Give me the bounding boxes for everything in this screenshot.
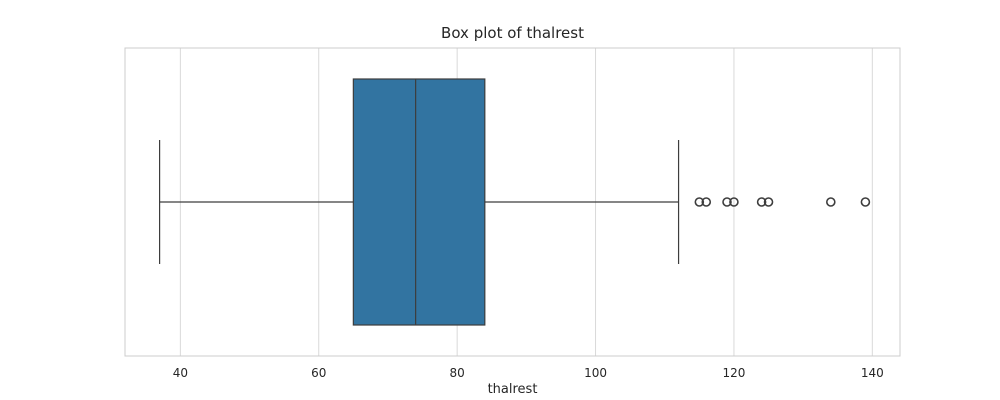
box-elements <box>158 78 871 326</box>
outlier-point <box>826 197 836 207</box>
interquartile-box <box>352 78 486 326</box>
outlier-point <box>860 197 871 207</box>
x-tick-label: 140 <box>861 366 884 380</box>
x-tick-labels: 40 60 80 100 120 140 <box>173 366 884 380</box>
outlier-point <box>729 197 739 207</box>
x-tick-label: 80 <box>450 366 465 380</box>
x-tick-label: 100 <box>584 366 607 380</box>
outlier-point <box>722 197 732 207</box>
chart-title: Box plot of thalrest <box>441 24 584 42</box>
outlier-point <box>701 197 712 207</box>
x-tick-label: 40 <box>173 366 188 380</box>
x-axis-label: thalrest <box>487 382 538 397</box>
outlier-point <box>763 197 774 207</box>
plot-area-frame <box>124 47 901 357</box>
x-tick-label: 60 <box>311 366 326 380</box>
x-tick-label: 120 <box>722 366 745 380</box>
outlier-point <box>756 197 767 207</box>
outlier-point <box>694 197 705 207</box>
